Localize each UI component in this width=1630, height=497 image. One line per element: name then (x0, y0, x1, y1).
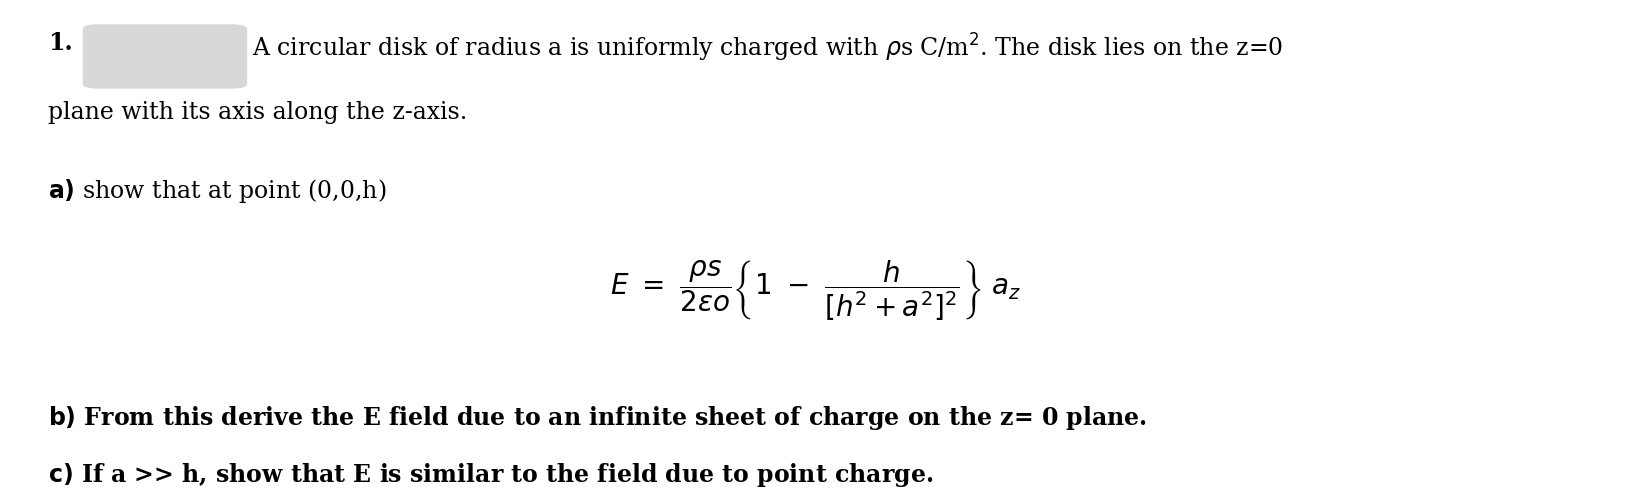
Text: 1.: 1. (49, 31, 73, 55)
Text: $\mathbf{c)}$ If a >> h, show that E is similar to the field due to point charge: $\mathbf{c)}$ If a >> h, show that E is … (49, 461, 932, 489)
Text: $E \ = \ \dfrac{\rho s}{2\varepsilon o}\left\{1 \ - \ \dfrac{h}{[h^2 + a^2]^2}\r: $E \ = \ \dfrac{\rho s}{2\varepsilon o}\… (610, 258, 1020, 323)
Text: $\mathbf{a)}$ show that at point (0,0,h): $\mathbf{a)}$ show that at point (0,0,h) (49, 177, 386, 205)
Text: plane with its axis along the z-axis.: plane with its axis along the z-axis. (49, 100, 468, 124)
Text: A circular disk of radius a is uniformly charged with $\rho$s C/m$^2$. The disk : A circular disk of radius a is uniformly… (251, 31, 1283, 64)
Text: $\mathbf{b)}$ From this derive the E field due to an infinite sheet of charge on: $\mathbf{b)}$ From this derive the E fie… (49, 404, 1146, 431)
FancyBboxPatch shape (83, 24, 248, 88)
